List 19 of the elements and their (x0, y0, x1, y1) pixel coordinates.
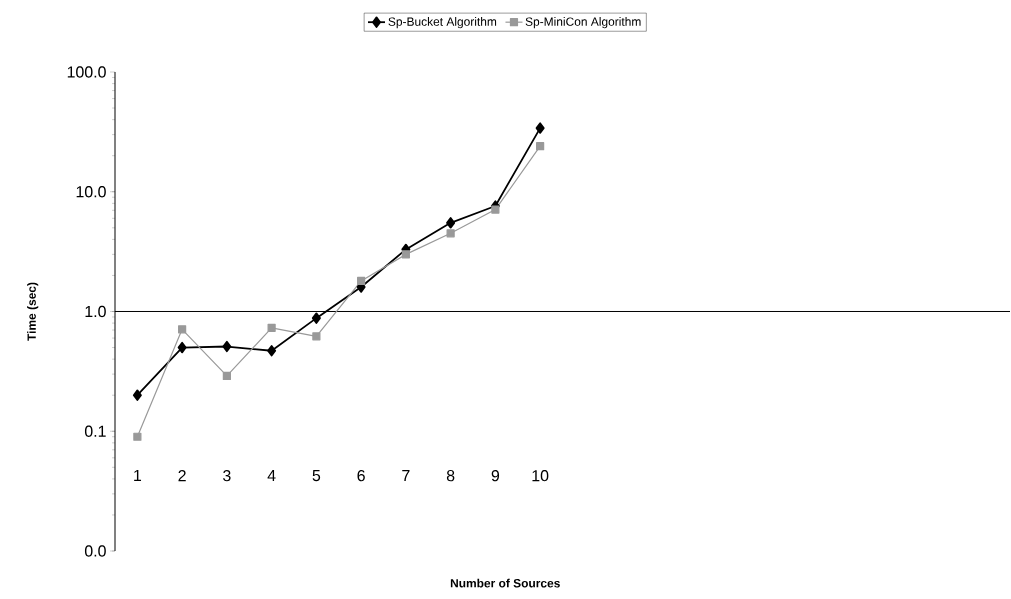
y-tick-label: 0.1 (84, 425, 106, 437)
x-tick-label: 7 (402, 470, 410, 481)
y-tick-label: 1.0 (85, 305, 106, 318)
x-tick-label: 6 (357, 470, 365, 482)
y-axis-title: Time (sec) (27, 282, 39, 341)
x-tick-label: 5 (312, 470, 321, 482)
y-tick-label: 0.0 (84, 545, 106, 557)
x-tick-label: 8 (446, 470, 455, 482)
y-tick-label: 10.0 (76, 186, 106, 198)
x-tick-label: 1 (134, 470, 142, 481)
legend-label: Sp-MiniCon Algorithm (525, 17, 641, 29)
x-tick-label: 4 (267, 470, 276, 481)
x-axis-title: Number of Sources (450, 578, 560, 588)
x-tick-label: 10 (532, 470, 549, 482)
x-tick-label: 2 (178, 470, 186, 482)
legend-label: Sp-Bucket Algorithm (388, 17, 497, 29)
x-tick-label: 9 (491, 470, 500, 482)
y-tick-label: 100.0 (67, 66, 106, 78)
x-tick-label: 3 (223, 470, 231, 482)
